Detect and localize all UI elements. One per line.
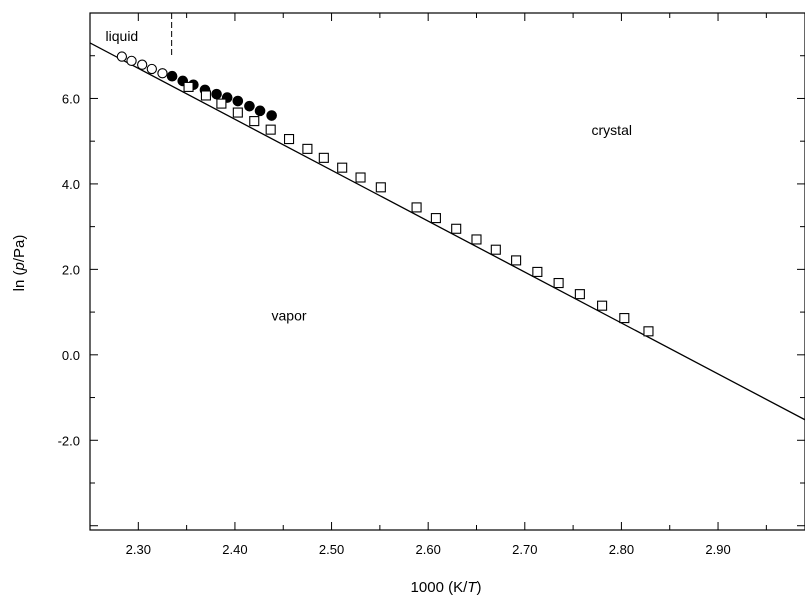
data-point-square (511, 255, 522, 266)
data-point-square (411, 202, 422, 213)
fit-line (90, 42, 805, 421)
x-tick-label: 2.30 (126, 542, 151, 557)
y-tick-label: 0.0 (62, 348, 80, 363)
region-annotations: liquid crystal vapor (106, 28, 632, 324)
data-point-square (283, 133, 295, 145)
region-label-liquid: liquid (106, 28, 139, 44)
data-point-square (532, 266, 543, 277)
data-point-filled-circle (266, 110, 277, 121)
data-points (116, 51, 654, 337)
x-tick-label: 2.80 (609, 542, 634, 557)
data-point-square (490, 244, 501, 255)
data-point-square (430, 213, 441, 224)
data-point-square (471, 234, 482, 245)
data-point-square (597, 300, 608, 311)
y-tick-label: 4.0 (62, 177, 80, 192)
data-point-square (355, 172, 366, 183)
data-point-square (265, 124, 276, 135)
data-point-filled-circle (254, 105, 266, 117)
y-tick-label: 2.0 (62, 262, 80, 277)
data-point-filled-circle (166, 70, 178, 82)
data-point-open-circle (146, 63, 157, 75)
x-axis-label: 1000 (K/T) (411, 579, 482, 596)
data-point-square (553, 277, 564, 289)
x-tick-label: 2.40 (222, 542, 247, 557)
data-point-square (375, 182, 386, 193)
x-tick-label: 2.60 (416, 542, 441, 557)
axis-ticks (89, 12, 805, 530)
data-point-open-circle (157, 68, 168, 79)
data-point-square (232, 107, 243, 118)
data-point-square (183, 81, 194, 92)
data-point-filled-circle (232, 95, 244, 107)
data-point-square (574, 289, 585, 300)
data-point-square (200, 90, 211, 101)
region-label-crystal: crystal (592, 122, 632, 138)
y-tick-labels: -2.0 0.0 2.0 4.0 6.0 (58, 91, 80, 448)
data-point-filled-circle (244, 100, 255, 112)
plot-content (90, 13, 805, 421)
data-point-square (337, 162, 348, 173)
x-tick-label: 2.50 (319, 542, 344, 557)
data-point-open-circle (137, 59, 148, 70)
y-axis-label: ln (p/Pa) (11, 235, 28, 292)
y-tick-label: -2.0 (58, 433, 80, 448)
data-point-square (216, 98, 227, 109)
data-point-square (643, 326, 654, 337)
data-point-square (619, 313, 630, 324)
data-point-open-circle (116, 51, 128, 62)
region-label-vapor: vapor (272, 308, 307, 324)
data-point-square (302, 143, 313, 154)
x-tick-label: 2.70 (512, 542, 537, 557)
x-tick-labels: 2.30 2.40 2.50 2.60 2.70 2.80 2.90 (126, 542, 731, 557)
data-point-open-circle (126, 55, 137, 67)
data-point-square (318, 152, 329, 163)
x-tick-label: 2.90 (705, 542, 730, 557)
data-point-square (249, 116, 260, 127)
data-point-filled-circle (211, 88, 222, 100)
y-tick-label: 6.0 (62, 91, 80, 106)
data-point-square (451, 223, 462, 234)
plot-frame (89, 12, 805, 531)
